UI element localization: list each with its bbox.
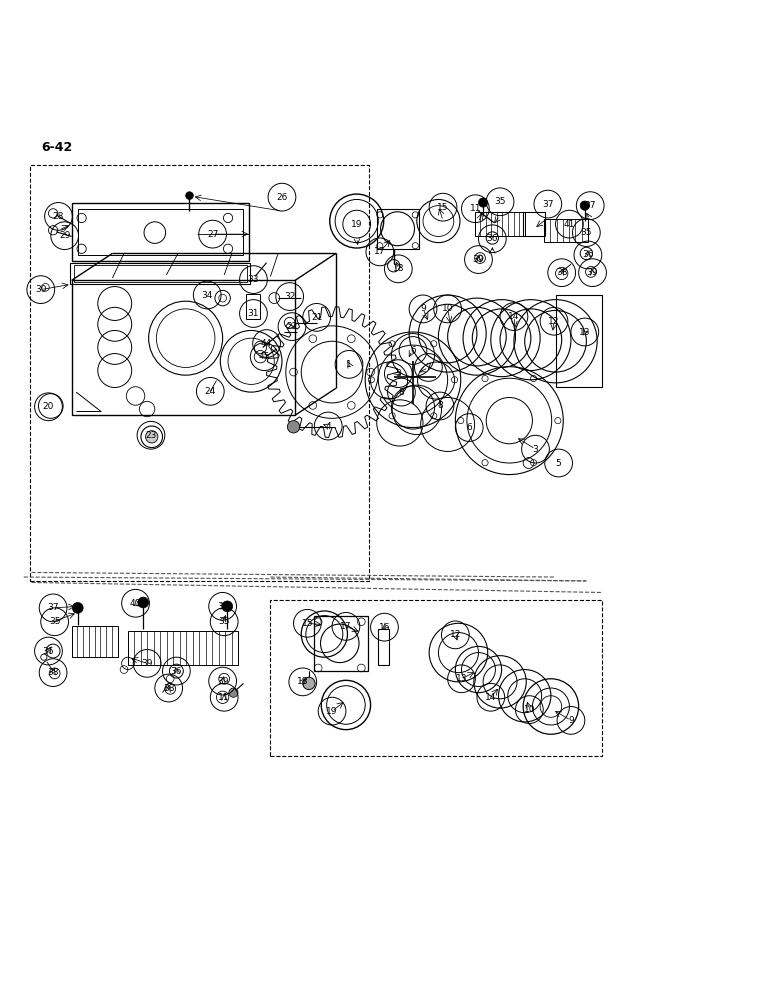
Text: 5: 5 <box>556 459 561 468</box>
Text: 37: 37 <box>217 602 229 611</box>
Text: 9: 9 <box>568 716 574 725</box>
Text: 8: 8 <box>437 401 443 410</box>
Text: 10: 10 <box>523 705 535 714</box>
Circle shape <box>185 192 193 199</box>
Text: 40: 40 <box>130 599 141 608</box>
Text: 18: 18 <box>297 677 309 686</box>
Bar <box>378 629 389 665</box>
Bar <box>30 165 369 581</box>
Text: 27: 27 <box>207 230 218 239</box>
Text: 31: 31 <box>248 309 259 318</box>
Text: 35: 35 <box>581 228 592 237</box>
Circle shape <box>581 201 590 210</box>
Bar <box>523 212 545 236</box>
Text: 16: 16 <box>379 623 390 632</box>
Bar <box>245 294 259 319</box>
Bar <box>556 295 601 387</box>
Text: 44: 44 <box>261 339 273 348</box>
Text: 41: 41 <box>564 220 575 229</box>
Text: 20: 20 <box>42 402 54 411</box>
Text: 11: 11 <box>469 204 481 213</box>
Circle shape <box>138 597 149 608</box>
Circle shape <box>303 677 315 690</box>
Text: 36: 36 <box>42 647 54 656</box>
Text: 35: 35 <box>49 617 60 626</box>
Text: 3: 3 <box>533 445 538 454</box>
Text: 30: 30 <box>35 285 46 294</box>
Text: 13: 13 <box>455 674 467 683</box>
Text: 33: 33 <box>248 275 259 284</box>
Text: 35: 35 <box>218 617 230 626</box>
Bar <box>270 600 601 756</box>
Circle shape <box>479 198 488 207</box>
Text: 38: 38 <box>47 668 59 677</box>
Text: 36: 36 <box>582 250 594 259</box>
Text: 38: 38 <box>556 268 567 277</box>
Text: 39: 39 <box>141 659 153 668</box>
Text: 9: 9 <box>420 304 426 313</box>
Text: 38: 38 <box>163 684 174 693</box>
Text: 36: 36 <box>486 234 498 243</box>
Text: 13: 13 <box>579 328 591 337</box>
Text: 15: 15 <box>302 619 313 628</box>
Text: 24: 24 <box>205 387 216 396</box>
Text: 12: 12 <box>449 630 461 639</box>
Text: 21: 21 <box>311 313 323 322</box>
Circle shape <box>146 431 158 443</box>
Text: 10: 10 <box>442 304 453 313</box>
Text: 6: 6 <box>410 346 416 355</box>
Text: 19: 19 <box>327 707 338 716</box>
Text: 29: 29 <box>59 231 70 240</box>
Bar <box>377 209 419 249</box>
Text: 18: 18 <box>393 264 404 273</box>
Circle shape <box>229 688 238 697</box>
Text: 35: 35 <box>494 197 506 206</box>
Text: 32: 32 <box>284 292 296 301</box>
Text: 34: 34 <box>201 291 213 300</box>
Text: 37: 37 <box>584 201 596 210</box>
Text: 45: 45 <box>259 352 270 361</box>
Text: 39: 39 <box>472 255 484 264</box>
Text: 39: 39 <box>217 677 229 686</box>
Text: 14: 14 <box>485 693 496 702</box>
Bar <box>70 263 250 284</box>
Circle shape <box>222 601 232 612</box>
Circle shape <box>287 421 300 433</box>
Text: 28: 28 <box>52 212 64 221</box>
Text: 17: 17 <box>340 622 352 631</box>
Text: 15: 15 <box>437 203 449 212</box>
Text: 37: 37 <box>542 200 554 209</box>
Text: 26: 26 <box>276 193 288 202</box>
Text: 11: 11 <box>218 693 230 702</box>
Text: 14: 14 <box>508 312 520 321</box>
Text: 6: 6 <box>466 423 472 432</box>
Text: 3: 3 <box>395 369 401 378</box>
Text: 22: 22 <box>286 322 298 331</box>
Bar <box>74 265 246 282</box>
Text: 12: 12 <box>548 317 560 326</box>
Text: 6-42: 6-42 <box>41 141 72 154</box>
Text: 4: 4 <box>325 422 331 431</box>
Text: 37: 37 <box>47 603 59 612</box>
Text: 23: 23 <box>145 431 157 440</box>
Bar <box>313 616 367 671</box>
Text: 17: 17 <box>374 247 385 256</box>
Text: 7: 7 <box>425 363 432 372</box>
Text: 19: 19 <box>351 220 363 229</box>
Bar <box>78 209 242 255</box>
Text: 36: 36 <box>171 667 182 676</box>
Text: 1: 1 <box>346 360 352 369</box>
Circle shape <box>73 602 83 613</box>
Bar <box>72 280 295 415</box>
Text: 8: 8 <box>398 388 405 397</box>
Bar <box>72 203 249 261</box>
Text: 39: 39 <box>587 268 598 277</box>
